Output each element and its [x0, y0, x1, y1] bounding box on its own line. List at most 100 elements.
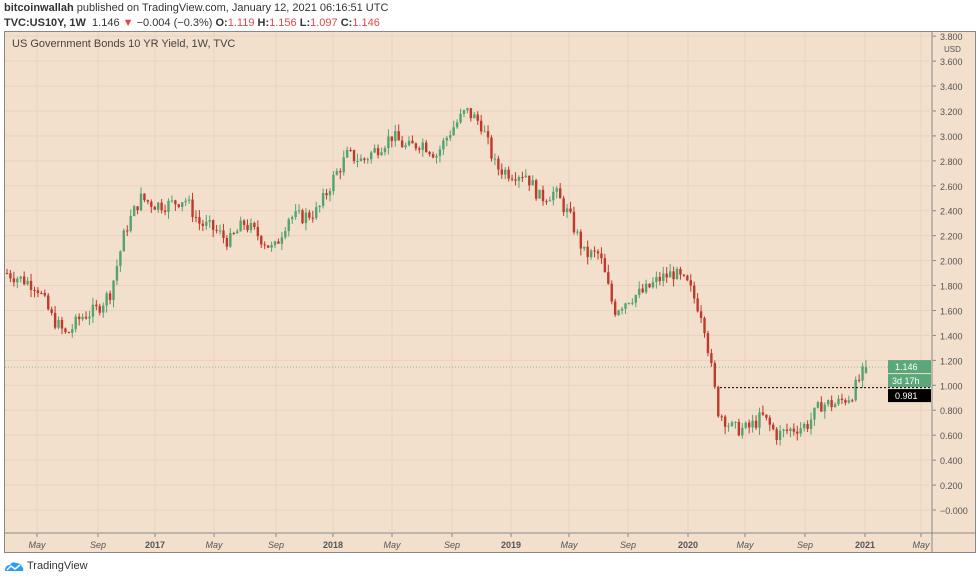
candle-body: [813, 407, 816, 420]
brand-name: TradingView: [27, 560, 88, 572]
candle-body: [9, 273, 12, 279]
x-tick-label: May: [28, 540, 46, 550]
candle-body: [177, 204, 180, 207]
candle-body: [720, 416, 723, 418]
candle-body: [438, 149, 442, 156]
y-tick-label: 2.400: [940, 207, 963, 217]
candle-body: [655, 276, 658, 283]
candle-body: [768, 417, 771, 425]
candle-body: [205, 221, 208, 226]
tradingview-logo[interactable]: TradingView: [4, 560, 88, 572]
candle-body: [129, 216, 132, 231]
candle-body: [747, 422, 751, 428]
candle-body: [734, 421, 737, 423]
candle-body: [789, 428, 792, 431]
candle-body: [26, 280, 29, 285]
candle-body: [167, 200, 170, 212]
countdown-badge: [888, 374, 931, 388]
candle-body: [290, 217, 294, 220]
candle-body: [665, 273, 668, 278]
candle-body: [816, 402, 820, 408]
candle-body: [311, 217, 315, 219]
candle-body: [132, 206, 136, 217]
candle-body: [641, 288, 644, 293]
candle-body: [593, 250, 596, 252]
candle-body: [280, 237, 284, 244]
candle-body: [857, 379, 861, 381]
candle-body: [610, 283, 613, 302]
candle-body: [84, 316, 88, 319]
candle-body: [521, 177, 524, 179]
candle-body: [232, 233, 235, 235]
candle-body: [555, 188, 558, 192]
candle-body: [696, 298, 699, 312]
candle-body: [713, 363, 717, 387]
countdown-label: 3d 17h: [892, 376, 920, 386]
candle-body: [558, 188, 562, 199]
candle-body: [163, 210, 167, 212]
candle-body: [730, 422, 734, 426]
candle-body: [435, 155, 438, 158]
tradingview-cloud-icon: [5, 562, 24, 571]
candle-body: [679, 268, 682, 275]
ohlc-legend: TVC:US10Y, 1W 1.146 ▼ −0.004 (−0.3%) O:1…: [4, 17, 380, 29]
x-tick-label: May: [560, 540, 578, 550]
candle-body: [672, 271, 675, 280]
candle-body: [208, 220, 211, 222]
candle-body: [607, 272, 610, 284]
y-tick-label: 2.800: [940, 157, 963, 167]
candle-body: [782, 429, 785, 431]
candle-body: [418, 148, 421, 150]
y-tick-label: −0.000: [940, 506, 968, 516]
candle-body: [246, 224, 249, 231]
x-tick-label: 2018: [323, 540, 343, 550]
candlestick-chart[interactable]: 3.800 3.600 3.400 3.200 3.000 2.800 2.600 2.400…: [0, 0, 980, 560]
x-tick-label: 2021: [855, 540, 875, 550]
candle-body: [263, 244, 266, 246]
candle-body: [102, 305, 105, 313]
candle-body: [260, 236, 263, 245]
candle-body: [325, 193, 328, 196]
candle-body: [531, 180, 534, 186]
candle-body: [366, 159, 369, 161]
candle-body: [785, 429, 789, 431]
candle-body: [837, 398, 840, 405]
x-tick-label: 2017: [145, 540, 165, 550]
candle-body: [772, 424, 775, 430]
x-tick-label: May: [736, 540, 754, 550]
candle-body: [335, 171, 339, 175]
candle-body: [363, 158, 366, 160]
candle-body: [572, 211, 576, 233]
candle-body: [507, 169, 510, 179]
candle-body: [136, 206, 139, 211]
candle-body: [693, 285, 696, 299]
y-tick-label: 0.400: [940, 456, 963, 466]
candle-body: [524, 175, 528, 178]
candle-body: [339, 171, 342, 173]
candle-body: [840, 398, 844, 401]
candle-body: [383, 148, 387, 153]
candle-body: [421, 142, 424, 150]
chart-frame[interactable]: [4, 31, 976, 553]
candle-body: [174, 200, 177, 205]
candle-body: [538, 189, 541, 199]
x-tick-label: 2019: [501, 540, 521, 550]
candle-body: [184, 200, 187, 203]
last-price-badge: [888, 360, 931, 374]
candle-body: [119, 251, 122, 266]
candle-body: [315, 207, 318, 219]
candle-body: [634, 295, 637, 303]
candle-body: [644, 283, 648, 293]
candle-body: [675, 268, 679, 280]
candle-body: [40, 292, 43, 294]
candle-body: [778, 430, 782, 440]
candle-body: [53, 312, 57, 328]
candle-body: [631, 302, 634, 304]
c-label: C:: [340, 17, 353, 29]
y-tick-label: 2.000: [940, 257, 963, 267]
author[interactable]: bitcoinwallah: [4, 2, 74, 14]
y-tick-label: 1.600: [940, 306, 963, 316]
candle-body: [528, 175, 531, 186]
candle-body: [710, 353, 713, 364]
candle-body: [60, 319, 64, 329]
